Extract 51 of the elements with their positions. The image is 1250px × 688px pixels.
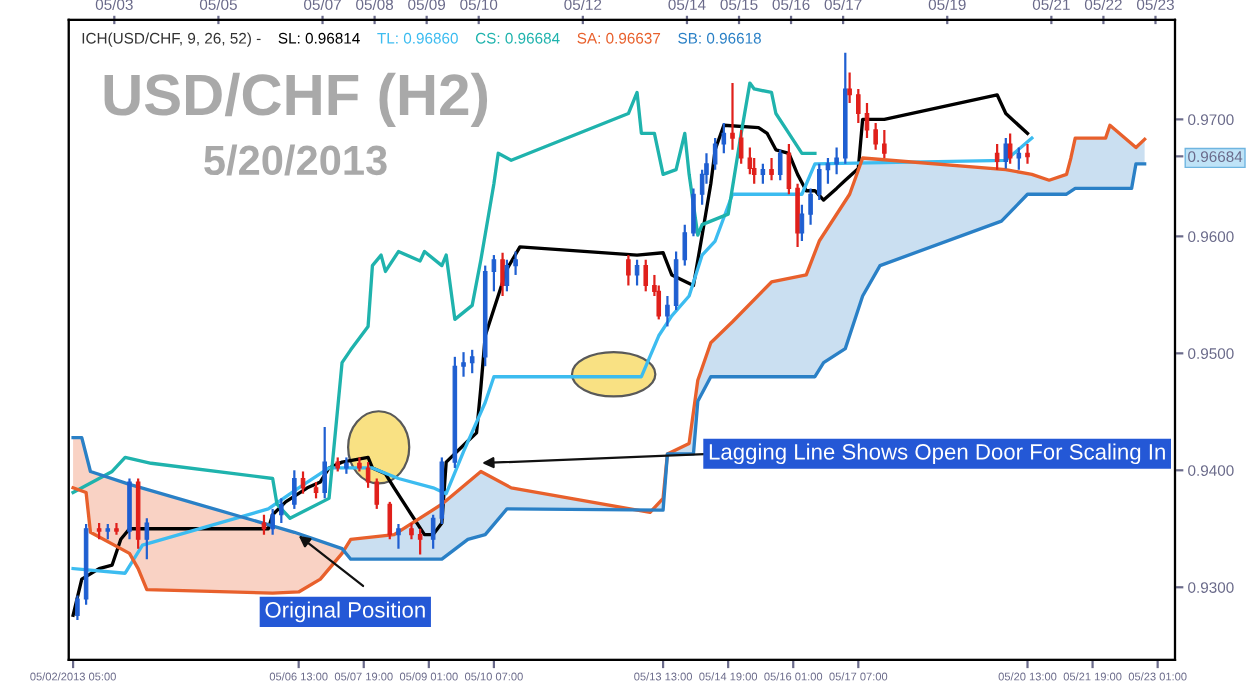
candlestick (777, 148, 783, 182)
candlestick (1016, 146, 1022, 171)
annotation: Original Position (265, 601, 425, 623)
candlestick (344, 456, 349, 475)
candlestick (882, 128, 887, 160)
candlestick (691, 187, 696, 238)
candlestick (825, 156, 831, 185)
candlestick (387, 500, 393, 541)
candlestick (279, 497, 284, 525)
candlestick (396, 522, 401, 550)
candlestick (643, 258, 649, 293)
candlestick (816, 162, 822, 202)
candlestick (1003, 136, 1009, 170)
candlestick (461, 351, 466, 378)
candlestick (808, 187, 813, 226)
candlestick (665, 294, 670, 328)
candlestick (873, 121, 878, 151)
candlestick (834, 146, 839, 176)
candlestick (1007, 132, 1013, 165)
candlestick (738, 128, 744, 165)
candlestick (513, 250, 518, 277)
candlestick (261, 513, 267, 536)
text: USD/CHF (H2) (104, 72, 488, 128)
candlestick (322, 425, 327, 500)
candlestick (730, 82, 735, 151)
candlestick (769, 156, 774, 182)
candlestick (1025, 142, 1030, 165)
annotation: Lagging Line Shows Open Door For Scaling In (709, 443, 1165, 465)
candlestick (847, 71, 852, 105)
candlestick (469, 348, 475, 375)
candlestick (864, 101, 870, 140)
candlestick (270, 507, 275, 536)
candlestick (500, 251, 505, 298)
text: 5/20/2013 (204, 144, 387, 176)
candlestick (634, 258, 640, 287)
candlestick (856, 87, 861, 124)
line-series (71, 136, 1034, 575)
candlestick (144, 517, 150, 561)
candlestick (994, 142, 1000, 171)
candlestick (682, 223, 688, 267)
candlestick (760, 162, 766, 185)
candlestick (374, 477, 380, 511)
candlestick (626, 253, 631, 287)
candlestick (114, 521, 119, 536)
candlestick (795, 182, 800, 248)
candlestick (417, 527, 423, 556)
candlestick (75, 594, 80, 622)
candlestick (491, 253, 497, 293)
candlestick (292, 469, 297, 511)
candlestick (712, 136, 718, 171)
candlestick (365, 461, 371, 489)
